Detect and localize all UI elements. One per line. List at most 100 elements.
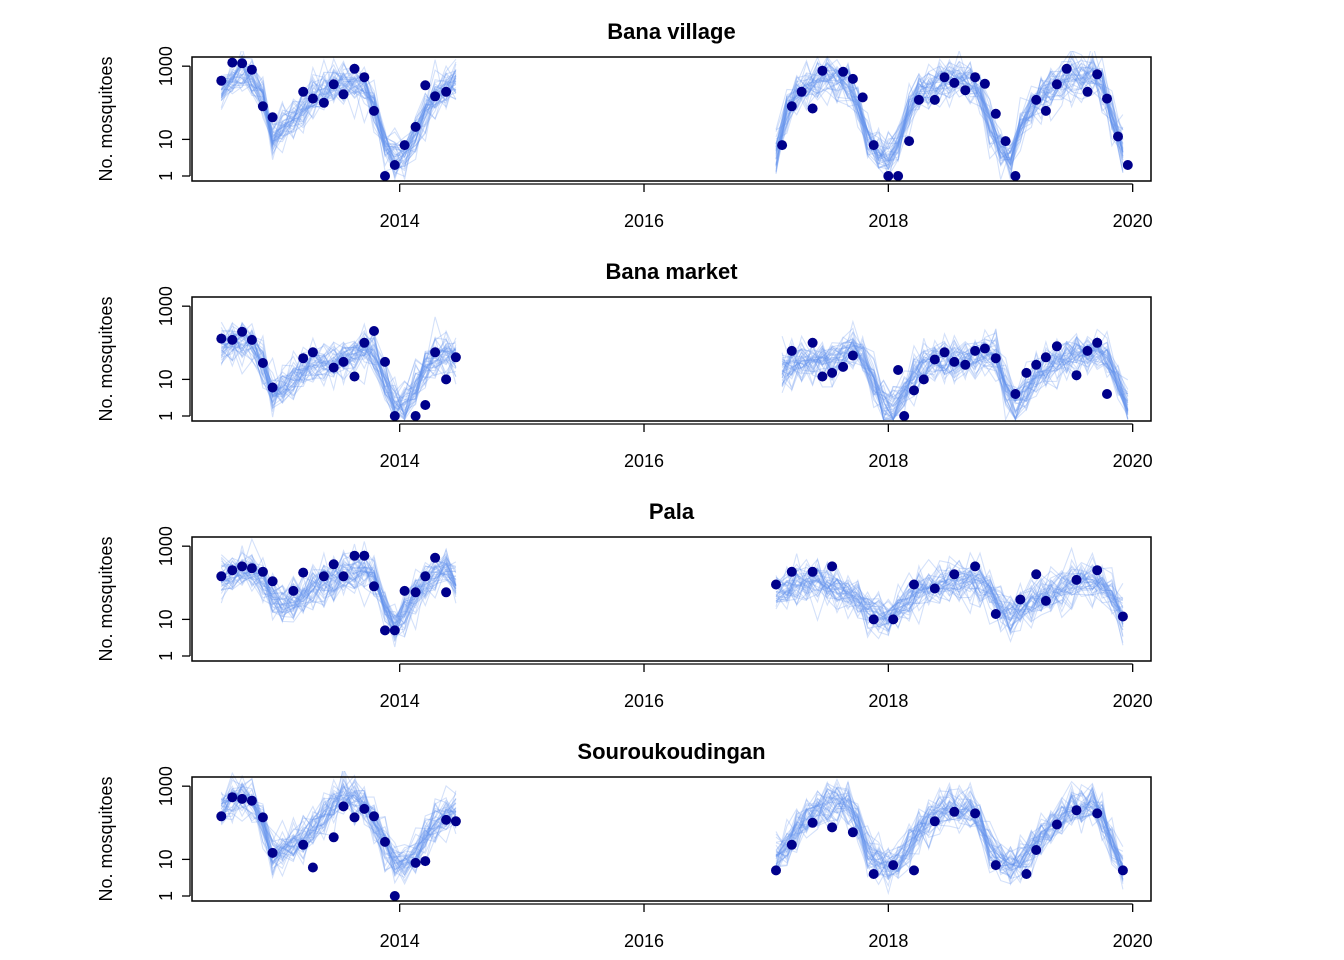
- simulation-line-1-11: [220, 59, 457, 158]
- simulation-line-2-20: [775, 786, 1124, 884]
- simulation-line-2-29: [775, 781, 1124, 872]
- data-point: [267, 576, 278, 587]
- data-point: [857, 92, 868, 103]
- simulation-line-1-8: [220, 791, 457, 874]
- simulation-line-2-38: [775, 551, 1124, 633]
- data-point: [450, 352, 461, 363]
- simulation-line-1-11: [221, 774, 457, 867]
- simulation-line-1-34: [220, 785, 457, 874]
- data-point: [359, 337, 370, 348]
- simulation-line-1-6: [221, 330, 457, 421]
- simulation-line-1-26: [220, 63, 457, 164]
- simulation-line-2-23: [775, 569, 1124, 633]
- simulation-line-2-30: [775, 563, 1124, 632]
- simulation-line-1-13: [220, 788, 457, 876]
- simulation-line-2-7: [775, 59, 1124, 163]
- simulation-line-2-31: [775, 787, 1124, 888]
- data-point: [838, 66, 849, 77]
- simulation-line-2-30: [775, 51, 1124, 176]
- data-point: [389, 625, 400, 636]
- y-axis-title: No. mosquitoes: [96, 296, 116, 421]
- data-point: [328, 79, 339, 90]
- data-point: [949, 77, 960, 88]
- data-point: [298, 353, 309, 364]
- data-point: [298, 839, 309, 850]
- data-point: [1102, 389, 1112, 399]
- simulation-line-1-39: [220, 556, 457, 648]
- simulation-line-2-3: [775, 569, 1124, 626]
- data-point: [1082, 86, 1093, 97]
- simulation-line-2-40: [775, 567, 1124, 624]
- simulation-line-1-15: [220, 77, 457, 171]
- simulation-line-2-5: [775, 789, 1124, 880]
- chart-panel-1: Bana village 1 10 1000 No. mosquitoes 2014 201…: [96, 19, 1153, 231]
- observed-points: [216, 792, 1128, 901]
- data-point: [909, 865, 919, 876]
- data-point: [847, 827, 858, 838]
- simulation-line-2-32: [781, 332, 1129, 421]
- data-point: [893, 171, 904, 181]
- data-point: [893, 365, 904, 375]
- simulation-line-2-27: [775, 566, 1124, 622]
- data-point: [441, 587, 452, 598]
- simulation-line-2-30: [775, 786, 1124, 886]
- data-point: [318, 97, 329, 108]
- simulation-line-2-5: [781, 336, 1129, 421]
- simulation-line-2-11: [775, 61, 1124, 171]
- simulation-line-1-25: [221, 53, 457, 172]
- simulation-line-2-29: [775, 561, 1124, 621]
- data-point: [288, 585, 299, 596]
- simulation-line-2-14: [775, 558, 1124, 618]
- data-point: [1021, 869, 1032, 879]
- simulation-line-2-13: [781, 340, 1129, 416]
- simulation-line-1-33: [220, 554, 457, 632]
- simulation-line-2-18: [775, 546, 1124, 624]
- simulation-line-2-18: [781, 340, 1129, 414]
- data-point: [929, 816, 940, 827]
- simulation-line-2-11: [775, 567, 1124, 635]
- data-point: [1031, 569, 1042, 580]
- data-point: [227, 565, 238, 576]
- simulation-line-2-26: [775, 556, 1124, 646]
- data-point: [389, 411, 400, 421]
- simulation-line-2-34: [775, 63, 1124, 166]
- simulation-line-2-15: [775, 551, 1124, 631]
- data-point: [777, 140, 788, 151]
- simulation-line-1-16: [220, 322, 457, 399]
- data-point: [868, 614, 879, 625]
- data-point: [450, 816, 461, 827]
- data-point: [1040, 352, 1051, 363]
- simulation-line-1-31: [221, 326, 457, 417]
- data-point: [939, 347, 950, 358]
- data-point: [807, 103, 818, 114]
- data-point: [430, 552, 441, 563]
- data-point: [883, 171, 894, 181]
- data-point: [913, 94, 924, 105]
- data-point: [410, 587, 421, 598]
- data-point: [1010, 389, 1021, 399]
- simulation-line-1-23: [221, 61, 456, 154]
- data-point: [990, 353, 1001, 364]
- data-point: [1102, 93, 1112, 104]
- simulation-line-2-14: [775, 788, 1124, 878]
- data-point: [1092, 69, 1103, 80]
- simulation-line-1-34: [220, 331, 457, 412]
- data-point: [441, 374, 452, 385]
- data-point: [868, 140, 879, 151]
- simulation-line-2-26: [782, 328, 1129, 421]
- simulation-line-2-5: [775, 565, 1124, 636]
- simulation-line-1-9: [220, 784, 457, 866]
- data-point: [399, 140, 410, 151]
- x-tick-label: 2018: [868, 931, 908, 951]
- simulation-line-2-13: [775, 781, 1124, 869]
- simulation-line-2-16: [775, 551, 1124, 628]
- simulation-line-1-2: [220, 547, 457, 634]
- data-point: [307, 93, 318, 104]
- plot-frame: [191, 536, 1152, 662]
- simulation-line-2-20: [775, 68, 1124, 167]
- data-point: [918, 374, 929, 385]
- simulation-line-2-1: [775, 561, 1124, 623]
- simulation-line-2-14: [775, 71, 1124, 178]
- simulation-line-2-33: [775, 791, 1124, 881]
- data-point: [1113, 131, 1123, 142]
